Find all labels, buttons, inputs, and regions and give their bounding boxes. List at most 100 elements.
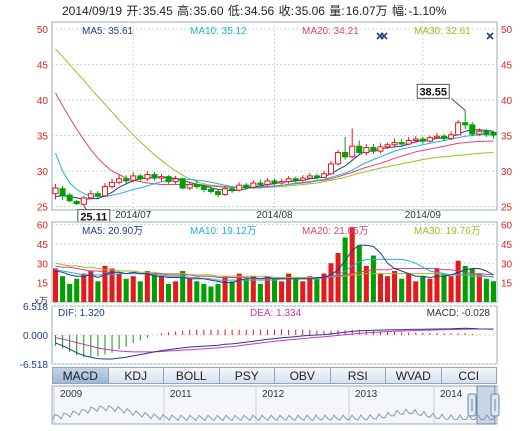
volume-tick-left: 60 — [37, 221, 49, 232]
candle-body — [123, 178, 130, 182]
volume-bar — [392, 271, 398, 302]
candle-body — [278, 181, 285, 184]
volume-ma30-line — [55, 262, 494, 278]
volume-bar — [349, 227, 355, 302]
annotation-label: 38.55 — [419, 86, 447, 98]
price-tick-right: 45 — [501, 61, 513, 72]
volume-tick-left: 15 — [37, 279, 49, 290]
candle-body — [356, 145, 363, 154]
candle-body — [306, 175, 313, 179]
dea-label: DEA: 1.334 — [250, 308, 302, 319]
price-tick-left: 35 — [37, 132, 49, 143]
macd-tick: -6.518 — [20, 360, 49, 371]
volume-bar — [102, 265, 108, 302]
navigator-year-label: 2014 — [440, 389, 463, 400]
candle-body — [419, 138, 426, 142]
candle-body — [271, 180, 278, 184]
price-tick-right: 50 — [501, 25, 513, 36]
candle-body — [236, 184, 243, 191]
volume-tick-right: 60 — [501, 221, 513, 232]
volume-bar — [151, 273, 157, 302]
candle-body — [335, 152, 342, 165]
candle-body — [320, 173, 327, 178]
tab-macd[interactable]: MACD — [52, 367, 109, 384]
candle-body — [264, 180, 271, 185]
tab-wvad[interactable]: WVAD — [386, 367, 442, 384]
volume-bar — [300, 281, 306, 302]
candle-body — [73, 200, 80, 205]
tab-cci[interactable]: CCI — [441, 367, 497, 384]
tab-kdj[interactable]: KDJ — [108, 367, 164, 384]
candle-body — [59, 188, 66, 196]
dif-label: DIF: 1.320 — [58, 308, 105, 319]
candle-body — [144, 174, 151, 180]
candle-body — [130, 175, 137, 181]
candle-body — [137, 175, 144, 180]
candle-body — [313, 175, 320, 178]
candle-body — [214, 191, 222, 195]
candle-body — [412, 138, 419, 141]
volume-bar — [469, 268, 475, 302]
navigator-handle-icon[interactable] — [467, 393, 477, 417]
candle-body — [87, 193, 94, 199]
macd-tick: 0.000 — [23, 331, 48, 342]
volume-ma30-label: MA30: 19.76万 — [414, 226, 481, 237]
candle-body — [250, 182, 257, 188]
candle-body — [207, 188, 214, 193]
tab-boll[interactable]: BOLL — [164, 367, 220, 384]
candle-body — [440, 135, 448, 139]
navigator-year-label: 2013 — [355, 389, 378, 400]
volume-bar — [321, 273, 327, 302]
tab-rsi[interactable]: RSI — [330, 367, 386, 384]
dea-line — [55, 328, 494, 353]
volume-bar — [60, 276, 66, 302]
volume-bar — [271, 278, 278, 302]
candle-body — [370, 147, 377, 152]
navigator-handle-icon[interactable] — [490, 393, 500, 417]
navigator-year-label: 2009 — [60, 389, 83, 400]
volume-bar — [441, 273, 447, 302]
volume-tick-right: 30 — [501, 259, 513, 270]
candle-body — [200, 186, 207, 190]
candle-body — [101, 186, 109, 197]
tab-obv[interactable]: OBV — [275, 367, 331, 384]
volume-bar — [399, 278, 405, 302]
candle-body — [469, 124, 476, 135]
volume-bar — [363, 265, 369, 302]
volume-bar — [187, 278, 193, 302]
candle-body — [342, 152, 349, 158]
low-value: 34.56 — [244, 4, 275, 18]
volume-ma5-label: MA5: 20.90万 — [82, 226, 143, 237]
candle-body — [405, 139, 412, 145]
tab-psy[interactable]: PSY — [219, 367, 275, 384]
volume-bar — [201, 283, 207, 302]
candle-body — [243, 184, 250, 188]
high-value: 35.60 — [193, 4, 224, 18]
volume-bar — [483, 278, 489, 302]
volume-bar — [215, 283, 221, 302]
volume-bar — [286, 273, 292, 302]
price-ma10-label: MA10: 35.12 — [190, 26, 247, 37]
price-tick-left: 25 — [37, 202, 49, 213]
candle-body — [179, 178, 186, 189]
volume-bar — [229, 281, 235, 302]
volume-bar — [328, 263, 334, 302]
candle-body — [363, 147, 370, 154]
volume-bar — [406, 273, 412, 302]
price-ma20-label: MA20: 34.21 — [302, 26, 359, 37]
volume-bar — [81, 273, 87, 302]
volume-bar — [293, 278, 299, 302]
volume-bar — [236, 273, 242, 302]
volume-bar — [53, 268, 59, 302]
low-label: 低: — [227, 4, 244, 18]
dif-line — [55, 327, 494, 360]
volume-bar — [130, 276, 136, 302]
close-label: 收: — [278, 4, 294, 18]
volume-ma10-label: MA10: 19.12万 — [190, 226, 257, 237]
candle-body — [426, 137, 433, 142]
annotation-label: 25.11 — [80, 212, 107, 224]
volume-tick-right: 45 — [501, 240, 513, 251]
volume-tick-left: 45 — [37, 240, 49, 251]
volume-bar — [342, 237, 348, 302]
navigator-trend-line — [51, 404, 497, 422]
